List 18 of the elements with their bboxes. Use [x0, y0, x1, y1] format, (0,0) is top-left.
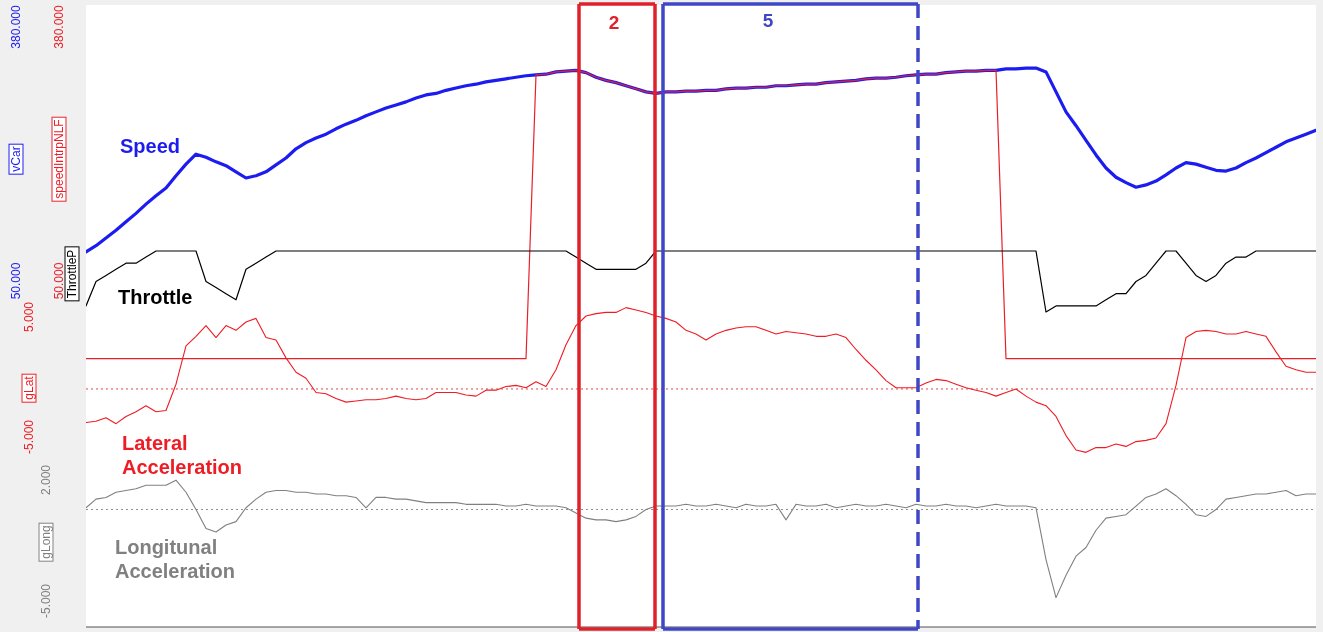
y2-axis-title: speedIntrpNLF — [51, 119, 66, 199]
series-label: Throttle — [118, 286, 193, 308]
annotation: 5 — [762, 10, 774, 31]
annotation: 2 — [608, 12, 620, 33]
y-tick-label: -5.000 — [38, 584, 53, 619]
series-label: Speed — [120, 135, 181, 157]
y-axis-title: gLong — [38, 525, 53, 559]
y-axis-title: ThrottleP — [64, 249, 79, 299]
y-tick-label: 380.000 — [8, 5, 23, 49]
line-series — [86, 479, 1316, 599]
series-label: Lateral Acceleration — [122, 432, 243, 478]
y-tick-label: -5.000 — [21, 419, 36, 454]
y-axis-title: vCar — [8, 146, 23, 172]
y-tick-label: 5.000 — [21, 302, 36, 333]
y-tick-label: 50.000 — [8, 262, 23, 300]
series-label: Longitunal Acceleration — [115, 536, 236, 582]
y-tick-label: 2.000 — [38, 465, 53, 496]
y-axis-title: gLat — [21, 376, 36, 400]
